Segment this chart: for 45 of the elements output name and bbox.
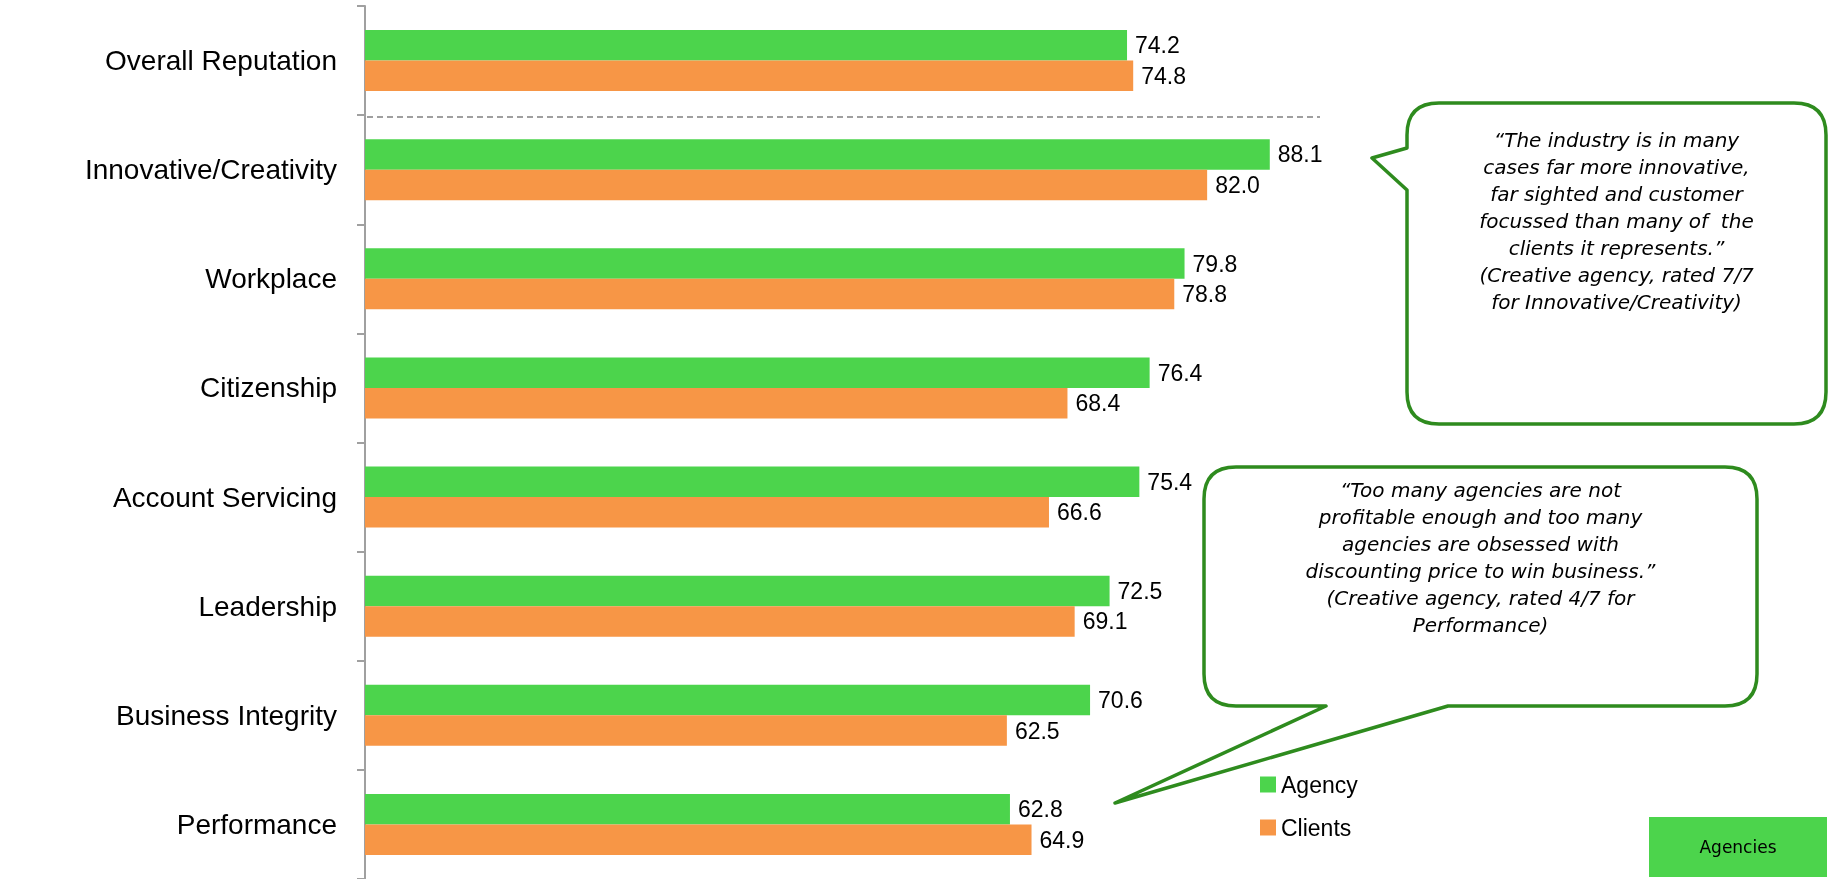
y-tick-label: Overall Reputation <box>105 45 337 77</box>
y-tick-label: Workplace <box>205 263 337 295</box>
bar <box>365 387 1068 419</box>
bar <box>365 60 1134 92</box>
bar <box>365 466 1140 498</box>
data-label: 74.2 <box>1135 32 1180 59</box>
data-label: 69.1 <box>1082 608 1128 635</box>
data-label: 76.4 <box>1157 359 1203 386</box>
bar <box>365 715 1007 746</box>
data-label: 88.1 <box>1277 141 1323 168</box>
text: “Too many agencies are not profitable enough and too many agencies are obsessed with discounting price to win business.” (Creative agency, rated 4/7 for Performance) <box>1304 477 1657 639</box>
text: “The industry is in many cases far more innovative, far sighted and customer focussed than many of the clients it represents.” (Creative agency, rated 7/7 for Innovative/Creativity) <box>1478 127 1755 316</box>
data-label: 75.4 <box>1147 468 1193 495</box>
text: Agencies <box>1649 817 1827 877</box>
y-tick-label: Citizenship <box>200 372 337 404</box>
legend-label: Agency <box>1281 771 1359 798</box>
legend-label: Clients <box>1281 814 1352 841</box>
data-label: 64.9 <box>1039 826 1085 853</box>
bar <box>365 357 1150 388</box>
data-label: 66.6 <box>1056 499 1102 526</box>
data-label: 72.5 <box>1117 577 1163 604</box>
y-tick-label: Business Integrity <box>116 699 337 731</box>
bar <box>365 248 1185 279</box>
data-label: 82.0 <box>1215 171 1260 198</box>
data-label: 78.8 <box>1182 281 1228 308</box>
bar <box>365 497 1049 528</box>
bar <box>365 684 1091 716</box>
y-tick-label: Account Servicing <box>112 481 337 513</box>
data-label: 74.8 <box>1141 62 1186 89</box>
bar <box>365 139 1270 170</box>
bar <box>365 169 1208 201</box>
bar <box>365 824 1032 855</box>
data-label: 68.4 <box>1075 390 1121 417</box>
data-label: 62.5 <box>1014 717 1060 744</box>
bar <box>365 606 1075 637</box>
data-label: 62.8 <box>1017 796 1063 823</box>
bar <box>365 278 1175 310</box>
data-label: 70.6 <box>1098 687 1143 714</box>
bar <box>365 30 1128 61</box>
data-label: 79.8 <box>1192 250 1238 277</box>
y-tick-label: Leadership <box>198 590 337 622</box>
bar <box>365 575 1110 607</box>
bar <box>365 793 1010 825</box>
y-tick-label: Innovative/Creativity <box>84 154 337 186</box>
y-tick-label: Performance <box>176 808 337 840</box>
